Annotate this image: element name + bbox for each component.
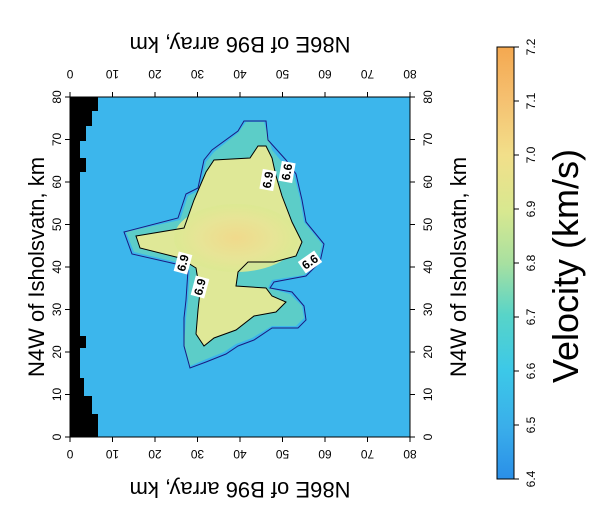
colorbar-tick-label: 6.6 bbox=[524, 362, 538, 379]
y-tick-label-left: 30 bbox=[50, 303, 64, 317]
y-tick-label-right: 0 bbox=[421, 433, 435, 440]
colorbar-tick-label: 6.7 bbox=[524, 308, 538, 325]
x-tick-label-top: 0 bbox=[66, 67, 73, 81]
x-tick-label-bottom: 60 bbox=[318, 447, 332, 461]
contour-label: 6.6 bbox=[279, 162, 296, 181]
contour-label-background bbox=[278, 160, 296, 184]
y-tick-label-left: 60 bbox=[50, 175, 64, 189]
y-tick-label-left: 50 bbox=[50, 218, 64, 232]
x-tick-label-bottom: 50 bbox=[276, 447, 290, 461]
colorbar-label: Velocity (km/s) bbox=[545, 149, 586, 383]
x-tick-label-bottom: 40 bbox=[233, 447, 247, 461]
y-axis-label-right: N4W of Isholsvatn, km bbox=[446, 157, 471, 377]
colorbar-gradient bbox=[496, 46, 515, 480]
x-tick-label-top: 40 bbox=[233, 67, 247, 81]
y-tick-label-right: 80 bbox=[421, 90, 435, 104]
colorbar: 6.4 6.5 6.6 6.7 6.8 6.9 7.0 7.1 7.2 Velocity (km… bbox=[496, 38, 586, 487]
x-axis-label-bottom: N86E of B96 array, km bbox=[130, 477, 351, 502]
y-tick-label-right: 40 bbox=[421, 260, 435, 274]
contour-label-background bbox=[259, 168, 277, 192]
map-panel: 6.96.96.9 6.66.6 bbox=[69, 96, 411, 438]
y-tick-label-left: 40 bbox=[50, 260, 64, 274]
colorbar-tick-label: 7.2 bbox=[524, 38, 538, 55]
x-tick-label-bottom: 20 bbox=[148, 447, 162, 461]
velocity-maximum bbox=[174, 204, 298, 272]
y-tick-label-right: 20 bbox=[421, 345, 435, 359]
contour-label: 6.9 bbox=[174, 253, 192, 273]
x-tick-label-bottom: 30 bbox=[191, 447, 205, 461]
contour-label-background bbox=[190, 275, 210, 299]
y-axis-label-left: N4W of Isholsvatn, km bbox=[24, 157, 49, 377]
x-tick-label-top: 10 bbox=[106, 67, 120, 81]
colorbar-tick-label: 6.4 bbox=[524, 470, 538, 487]
colorbar-tick-label: 6.5 bbox=[524, 416, 538, 433]
x-tick-label-top: 20 bbox=[148, 67, 162, 81]
contour-label: 6.9 bbox=[260, 170, 277, 189]
colorbar-tick-label: 7.1 bbox=[524, 92, 538, 109]
y-tick-label-right: 60 bbox=[421, 175, 435, 189]
x-tick-label-top: 80 bbox=[403, 67, 417, 81]
y-tick-label-right: 50 bbox=[421, 218, 435, 232]
x-tick-label-top: 50 bbox=[276, 67, 290, 81]
y-tick-label-right: 30 bbox=[421, 303, 435, 317]
x-tick-label-top: 60 bbox=[318, 67, 332, 81]
colorbar-tick-label: 6.8 bbox=[524, 254, 538, 271]
x-axis-label-top: N86E of B96 array, km bbox=[130, 32, 351, 57]
y-tick-label-right: 70 bbox=[421, 133, 435, 147]
x-tick-label-bottom: 10 bbox=[106, 447, 120, 461]
y-tick-label-left: 10 bbox=[50, 388, 64, 402]
contour-line-6-6 bbox=[123, 120, 325, 369]
y-tick-label-left: 80 bbox=[50, 90, 64, 104]
axis-ticks bbox=[65, 92, 415, 442]
y-tick-label-left: 0 bbox=[50, 433, 64, 440]
y-tick-label-left: 20 bbox=[50, 345, 64, 359]
contour-label-background bbox=[173, 251, 193, 275]
x-tick-label-bottom: 80 bbox=[403, 447, 417, 461]
colorbar-tick-label: 6.9 bbox=[524, 200, 538, 217]
x-tick-label-top: 70 bbox=[361, 67, 375, 81]
x-tick-label-bottom: 70 bbox=[361, 447, 375, 461]
x-tick-label-bottom: 0 bbox=[66, 447, 73, 461]
y-tick-label-left: 70 bbox=[50, 133, 64, 147]
contour-label: 6.9 bbox=[191, 277, 209, 297]
contour-line-6-9 bbox=[135, 145, 303, 347]
x-tick-label-top: 30 bbox=[191, 67, 205, 81]
no-data-strip bbox=[70, 97, 98, 437]
colorbar-tick-label: 7.0 bbox=[524, 146, 538, 163]
contour-label-background bbox=[297, 250, 323, 274]
y-tick-label-right: 10 bbox=[421, 388, 435, 402]
